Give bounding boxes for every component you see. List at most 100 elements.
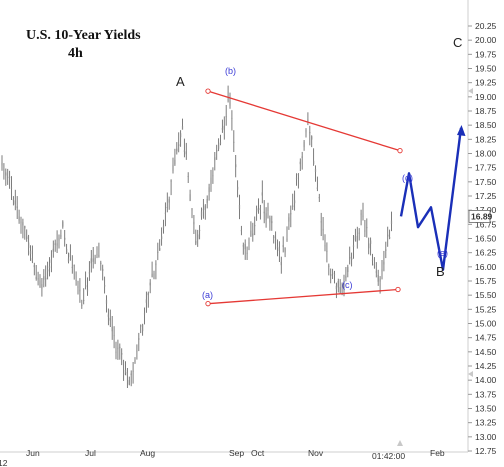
wave-label: C: [453, 35, 462, 50]
wave-label: (d): [402, 173, 413, 183]
candle-body: [181, 126, 184, 130]
trendline: [207, 90, 401, 152]
projection-arrowhead-icon: [457, 125, 466, 136]
candle-layer: [1, 85, 393, 388]
candle-body: [10, 187, 13, 189]
candle-body: [343, 289, 345, 291]
candle-body: [250, 230, 252, 237]
candle-body: [286, 238, 288, 241]
candle-body: [233, 141, 235, 143]
candle-body: [330, 274, 332, 277]
candle-body: [176, 148, 178, 152]
y-tick-label: 13.25: [475, 418, 497, 428]
y-tick-label: 14.75: [475, 333, 497, 343]
chart-subtitle: 4h: [68, 46, 83, 61]
candle-body: [195, 240, 197, 244]
candle-body: [223, 125, 225, 130]
candle-body: [48, 266, 51, 268]
wave-label: (a): [202, 290, 213, 300]
candle-body: [269, 217, 271, 223]
candle-body: [339, 287, 341, 294]
x-tick-label: Aug: [140, 448, 155, 458]
candle-body: [123, 373, 125, 375]
candle-body: [354, 235, 356, 241]
y-tick-label: 14.25: [475, 361, 497, 371]
candle-body: [39, 280, 41, 288]
trendline-endpoint: [395, 286, 401, 293]
candle-body: [244, 244, 246, 250]
candle-body: [52, 248, 54, 252]
candle-body: [189, 194, 191, 201]
candle-body: [50, 259, 52, 263]
candle-body: [252, 233, 254, 236]
candle-body: [332, 272, 334, 274]
candle-body: [358, 232, 360, 234]
candle-body: [75, 280, 77, 281]
axis-arrow-icon: [468, 88, 473, 94]
candle-body: [149, 282, 151, 286]
candle-body: [66, 248, 68, 254]
candle-body: [309, 132, 311, 134]
y-tick-label: 17.25: [475, 191, 497, 201]
candle-body: [318, 197, 320, 199]
wave-label: B: [436, 264, 445, 279]
candle-body: [56, 243, 58, 246]
candle-body: [193, 221, 195, 225]
candle-body: [280, 261, 282, 266]
wave-label: (b): [225, 66, 236, 76]
candle-body: [64, 237, 66, 240]
y-tick-label: 18.50: [475, 120, 497, 130]
candle-body: [1, 162, 3, 166]
y-tick-label: 14.50: [475, 347, 497, 357]
x-tick-label: Jul: [85, 448, 96, 458]
candle-body: [111, 326, 113, 332]
candle-body: [240, 230, 242, 232]
candle-body: [145, 299, 147, 303]
candle-body: [297, 174, 299, 176]
trendline-endpoint: [397, 148, 403, 154]
candle-body: [295, 177, 298, 179]
candle-body: [254, 225, 256, 227]
candle-body: [216, 150, 218, 152]
candle-body: [275, 238, 277, 240]
x-tick-label: Jun: [26, 448, 40, 458]
x-time-label: 01:42:00: [372, 451, 405, 461]
candle-body: [218, 143, 220, 149]
candle-body: [273, 236, 275, 239]
y-tick-label: 18.75: [475, 106, 497, 116]
candle-body: [3, 169, 5, 171]
candle-body: [134, 360, 136, 364]
candle-body: [324, 245, 326, 247]
candle-body: [62, 221, 64, 227]
x-partial-label: 12: [0, 458, 8, 467]
candle-body: [142, 324, 144, 332]
candle-body: [259, 207, 261, 210]
trendline: [207, 288, 399, 305]
candle-body: [204, 205, 206, 210]
candle-body: [208, 187, 210, 193]
candle-body: [303, 141, 305, 148]
y-tick-label: 19.75: [475, 49, 497, 59]
candle-body: [140, 325, 142, 327]
y-tick-label: 18.25: [475, 134, 497, 144]
y-tick-label: 12.75: [475, 446, 497, 456]
candle-body: [305, 130, 307, 133]
candle-body: [284, 247, 286, 253]
candle-body: [180, 133, 182, 138]
candle-body: [60, 235, 62, 237]
candle-body: [322, 228, 324, 231]
y-tick-label: 19.25: [475, 78, 497, 88]
candle-body: [20, 221, 22, 223]
candle-body: [202, 208, 204, 211]
candle-body: [288, 217, 290, 222]
candle-body: [102, 268, 104, 271]
y-tick-label: 20.25: [475, 21, 497, 31]
wave-label: A: [176, 74, 185, 89]
candle-body: [278, 247, 280, 251]
candle-body: [121, 353, 123, 355]
candle-body: [375, 271, 377, 273]
candle-body: [341, 292, 343, 294]
candle-body: [12, 199, 14, 201]
candle-body: [90, 258, 92, 264]
